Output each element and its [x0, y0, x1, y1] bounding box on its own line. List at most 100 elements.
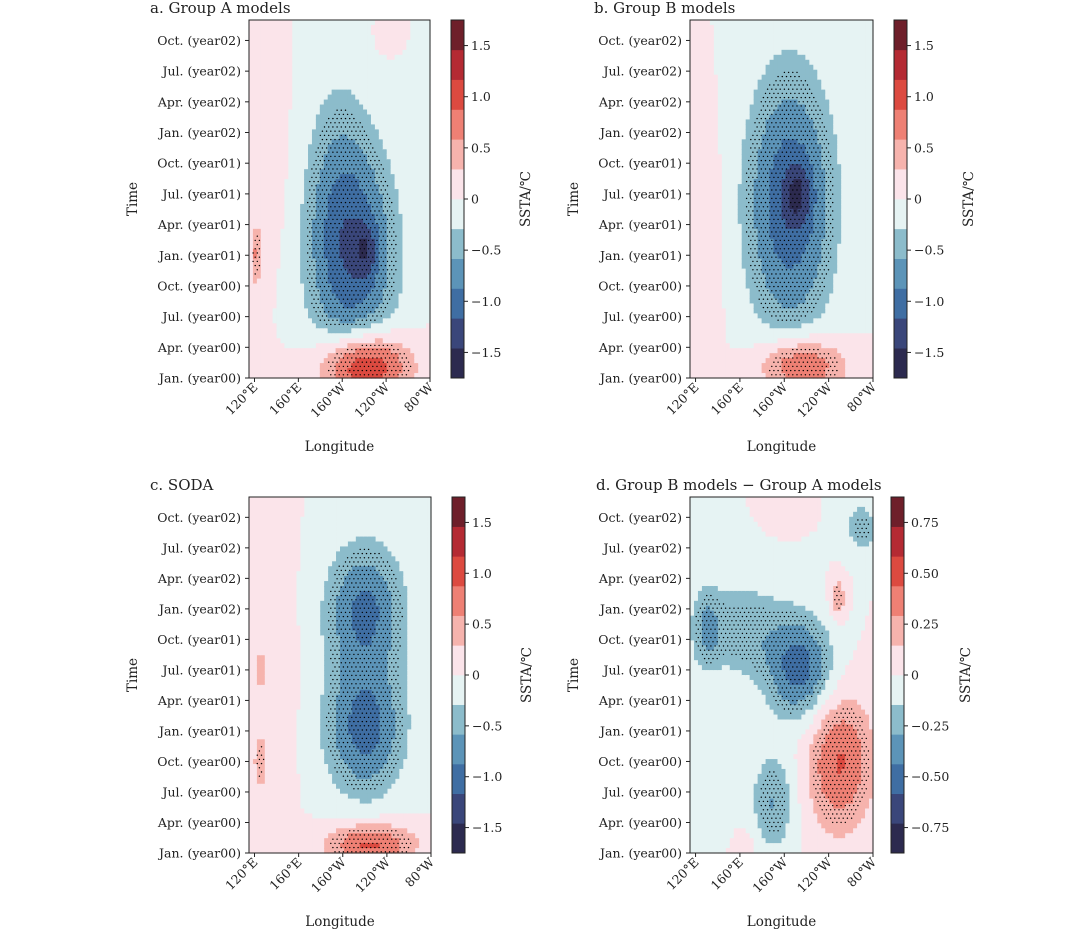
- heatmap-cell: [406, 313, 411, 319]
- heatmap-cell: [422, 149, 427, 155]
- heatmap-cell: [340, 40, 345, 46]
- heatmap-cell: [332, 249, 337, 255]
- stipple-dot: [351, 366, 352, 367]
- heatmap-cell: [296, 40, 301, 46]
- heatmap-cell: [249, 328, 254, 334]
- stipple-dot: [381, 307, 382, 308]
- heatmap-cell: [292, 333, 297, 339]
- heatmap-cell: [328, 338, 333, 344]
- stipple-dot: [334, 139, 335, 140]
- heatmap-cell: [340, 35, 345, 41]
- heatmap-cell: [714, 323, 719, 329]
- heatmap-cell: [694, 144, 699, 150]
- heatmap-cell: [296, 353, 301, 359]
- heatmap-cell: [332, 174, 337, 180]
- stipple-dot: [257, 261, 258, 262]
- heatmap-cell: [718, 70, 723, 76]
- stipple-dot: [311, 303, 312, 304]
- heatmap-cell: [718, 219, 723, 225]
- heatmap-cell: [410, 224, 415, 230]
- heatmap-cell: [387, 174, 392, 180]
- heatmap-cell: [261, 60, 266, 66]
- stipple-dot: [257, 244, 258, 245]
- heatmap-cell: [375, 169, 380, 175]
- heatmap-cell: [690, 293, 695, 299]
- heatmap-cell: [288, 269, 293, 275]
- stipple-dot: [341, 160, 342, 161]
- heatmap-cell: [316, 308, 321, 314]
- heatmap-cell: [249, 80, 254, 86]
- heatmap-cell: [277, 154, 282, 160]
- heatmap-cell: [332, 293, 337, 299]
- heatmap-cell: [414, 65, 419, 71]
- stipple-dot: [324, 278, 325, 279]
- stipple-dot: [336, 177, 337, 178]
- heatmap-cell: [367, 40, 372, 46]
- heatmap-cell: [324, 60, 329, 66]
- stipple-dot: [393, 357, 394, 358]
- heatmap-cell: [316, 75, 321, 81]
- heatmap-cell: [422, 20, 427, 26]
- stipple-dot: [383, 177, 384, 178]
- heatmap-cell: [320, 20, 325, 26]
- heatmap-cell: [418, 199, 423, 205]
- heatmap-cell: [410, 45, 415, 51]
- heatmap-cell: [399, 308, 404, 314]
- stipple-dot: [383, 345, 384, 346]
- heatmap-cell: [300, 149, 305, 155]
- heatmap-cell: [410, 274, 415, 280]
- stipple-dot: [374, 286, 375, 287]
- heatmap-cell: [714, 134, 719, 140]
- heatmap-cell: [347, 318, 352, 324]
- colorbar-segment: [451, 289, 464, 319]
- stipple-dot: [326, 273, 327, 274]
- heatmap-cell: [336, 284, 341, 290]
- heatmap-cell: [690, 174, 695, 180]
- heatmap-cell: [249, 348, 254, 354]
- heatmap-cell: [694, 35, 699, 41]
- stipple-dot: [332, 152, 333, 153]
- stipple-dot: [332, 244, 333, 245]
- heatmap-cell: [351, 308, 356, 314]
- heatmap-cell: [406, 219, 411, 225]
- stipple-dot: [370, 143, 371, 144]
- heatmap-cell: [288, 234, 293, 240]
- heatmap-cell: [288, 129, 293, 135]
- heatmap-cell: [292, 80, 297, 86]
- heatmap-cell: [288, 214, 293, 220]
- heatmap-cell: [387, 114, 392, 120]
- heatmap-cell: [406, 164, 411, 170]
- heatmap-cell: [718, 55, 723, 61]
- heatmap-cell: [273, 174, 278, 180]
- heatmap-cell: [395, 144, 400, 150]
- heatmap-cell: [359, 199, 364, 205]
- heatmap-cell: [702, 343, 707, 349]
- stipple-dot: [324, 160, 325, 161]
- heatmap-cell: [395, 179, 400, 185]
- heatmap-cell: [418, 269, 423, 275]
- heatmap-cell: [328, 100, 333, 106]
- heatmap-cell: [273, 249, 278, 255]
- stipple-dot: [328, 227, 329, 228]
- stipple-dot: [347, 324, 348, 325]
- stipple-dot: [313, 248, 314, 249]
- heatmap-cell: [296, 95, 301, 101]
- heatmap-cell: [273, 134, 278, 140]
- heatmap-cell: [402, 194, 407, 200]
- heatmap-cell: [249, 90, 254, 96]
- heatmap-cell: [375, 209, 380, 215]
- heatmap-cell: [406, 154, 411, 160]
- heatmap-cell: [402, 184, 407, 190]
- heatmap-cell: [261, 184, 266, 190]
- heatmap-cell: [280, 40, 285, 46]
- heatmap-cell: [340, 254, 345, 260]
- heatmap-cell: [269, 219, 274, 225]
- heatmap-cell: [702, 264, 707, 270]
- heatmap-cell: [351, 199, 356, 205]
- heatmap-cell: [277, 194, 282, 200]
- stipple-dot: [320, 311, 321, 312]
- heatmap-cell: [399, 224, 404, 230]
- heatmap-cell: [343, 318, 348, 324]
- stipple-dot: [387, 269, 388, 270]
- heatmap-cell: [422, 189, 427, 195]
